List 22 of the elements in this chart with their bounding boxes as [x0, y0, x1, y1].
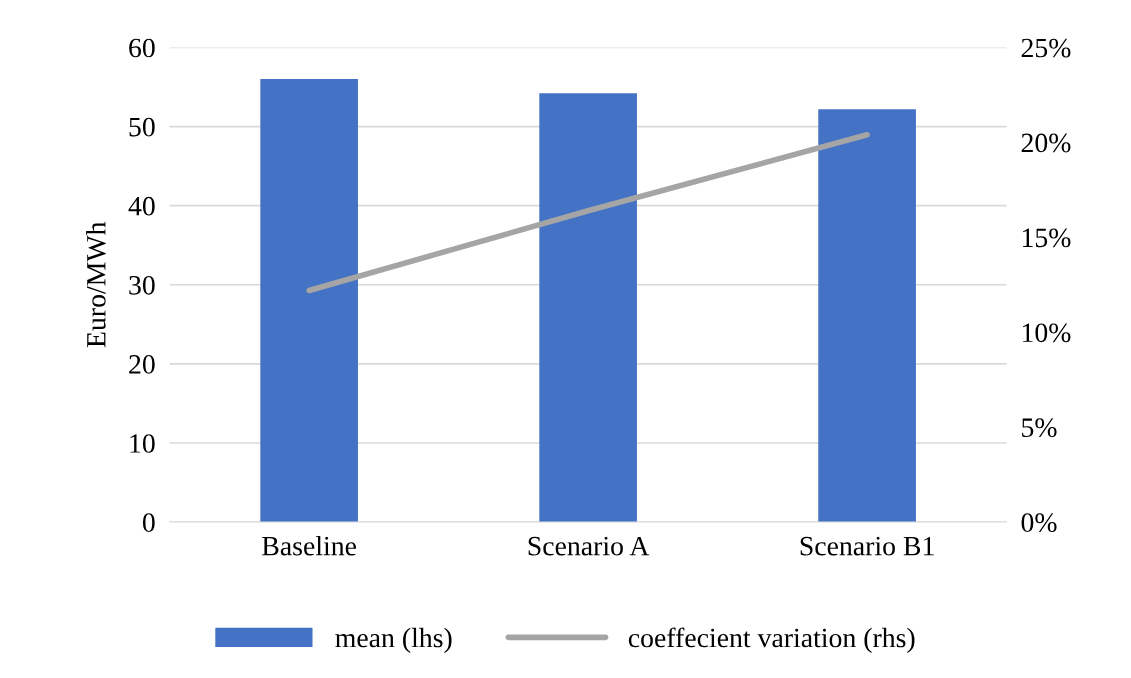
legend-label: mean (lhs) [335, 627, 452, 653]
y2-tick-label: 15% [1022, 228, 1071, 248]
legend-label: coeffecient variation (rhs) [628, 627, 915, 653]
y2-tick-label: 0% [1021, 513, 1057, 533]
y-tick-label: 0 [142, 513, 155, 532]
y-tick-label: 30 [129, 275, 155, 295]
y2-tick-label: 10% [1022, 323, 1071, 343]
y2-tick-label: 20% [1021, 133, 1071, 153]
y-tick-label: 20 [129, 355, 155, 374]
y-tick-label: 60 [129, 38, 155, 58]
x-tick-label: Scenario B1 [800, 536, 934, 556]
bar [539, 93, 637, 523]
y2-tick-label: 25% [1021, 38, 1071, 58]
bar [818, 109, 916, 523]
bar [260, 79, 358, 523]
y2-tick-label: 5% [1022, 418, 1057, 438]
y-tick-label: 40 [128, 196, 155, 216]
x-tick-label: Scenario A [528, 536, 650, 556]
y-tick-label: 10 [130, 434, 155, 453]
y-tick-label: 50 [129, 117, 155, 137]
y-axis-title: Euro/MWh [86, 221, 106, 348]
x-tick-label: Baseline [262, 535, 356, 556]
